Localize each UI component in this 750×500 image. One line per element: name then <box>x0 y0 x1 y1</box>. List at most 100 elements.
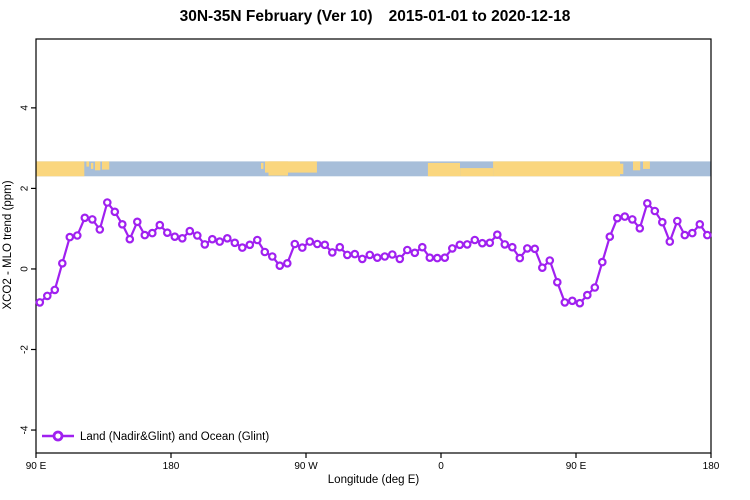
data-point <box>57 258 67 268</box>
data-point <box>650 206 660 216</box>
data-point <box>620 212 630 221</box>
data-point <box>462 240 472 249</box>
data-point <box>215 237 225 246</box>
data-point <box>342 250 352 260</box>
data-point <box>163 228 172 238</box>
data-point <box>365 250 375 260</box>
data-point <box>282 258 292 268</box>
data-point <box>327 248 337 257</box>
data-point <box>507 242 517 252</box>
series-land-ocean <box>35 198 712 308</box>
x-tick-label: 90 E <box>566 461 587 472</box>
x-tick-label: 90 W <box>294 461 318 472</box>
map-land-segment <box>268 161 288 176</box>
data-point <box>252 235 262 245</box>
data-point <box>432 253 442 263</box>
map-land-segment <box>261 162 264 169</box>
data-point <box>485 238 495 248</box>
data-point <box>702 230 712 240</box>
data-point <box>425 253 435 263</box>
data-point <box>642 199 652 208</box>
map-land-segment <box>95 161 101 171</box>
data-point <box>50 285 60 295</box>
data-point <box>335 242 345 252</box>
map-land-segment <box>86 161 90 167</box>
data-point <box>635 224 645 233</box>
data-point <box>245 240 255 250</box>
data-point <box>103 198 112 207</box>
y-tick-label: 4 <box>20 105 31 111</box>
data-point <box>515 253 525 263</box>
data-point <box>305 237 315 246</box>
x-tick-label: 90 E <box>26 461 47 472</box>
data-point <box>200 240 210 249</box>
data-point <box>582 290 592 300</box>
data-point <box>477 238 487 248</box>
data-point <box>447 244 457 253</box>
data-point <box>500 240 510 249</box>
legend-label: Land (Nadir&Glint) and Ocean (Glint) <box>80 431 269 443</box>
data-point <box>417 242 427 252</box>
data-point <box>357 254 367 264</box>
data-point <box>372 253 382 263</box>
map-land-segment <box>102 161 110 170</box>
data-point <box>560 298 570 307</box>
data-point <box>537 263 547 273</box>
map-land-segment <box>620 163 624 175</box>
data-point <box>687 228 697 238</box>
y-axis-title: XCO2 - MLO trend (ppm) <box>2 180 14 310</box>
data-point <box>297 243 307 252</box>
data-point <box>552 277 562 287</box>
y-tick-label: -2 <box>20 345 31 354</box>
data-point <box>260 247 270 257</box>
data-point <box>395 254 405 264</box>
data-point <box>155 220 165 230</box>
data-point <box>42 291 52 301</box>
data-point <box>73 231 82 240</box>
data-point <box>350 249 360 259</box>
data-point <box>657 217 667 227</box>
map-land-segment <box>265 161 317 173</box>
data-point <box>80 213 90 223</box>
chart-title-range: 30N-35N February (Ver 10) <box>179 8 373 25</box>
data-point <box>133 217 142 227</box>
data-point <box>238 243 247 252</box>
map-land-segment <box>633 161 641 171</box>
plot-border <box>35 38 712 454</box>
map-land-segment <box>36 161 85 177</box>
data-point <box>223 234 232 243</box>
data-point <box>672 216 682 226</box>
data-point <box>290 239 300 249</box>
data-point <box>170 232 180 242</box>
map-land-segment <box>460 168 494 177</box>
map-land-segment <box>427 162 460 177</box>
data-point <box>178 234 187 243</box>
data-point <box>275 261 285 271</box>
data-point <box>193 231 202 240</box>
data-point <box>118 220 127 229</box>
data-point <box>575 298 585 308</box>
data-point <box>410 248 420 258</box>
data-point <box>597 257 607 267</box>
data-point <box>402 245 412 255</box>
chart-title-dates: 2015-01-01 to 2020-12-18 <box>388 8 571 25</box>
data-point <box>35 298 45 307</box>
data-point <box>208 234 217 244</box>
data-point <box>492 230 502 240</box>
data-point <box>590 283 600 292</box>
x-tick-label: 0 <box>438 461 444 472</box>
data-point <box>148 228 157 238</box>
data-point <box>522 244 532 253</box>
data-point <box>680 230 690 240</box>
data-point <box>612 213 622 223</box>
legend-marker-icon <box>52 430 64 442</box>
data-point <box>312 239 322 249</box>
data-point <box>387 250 397 259</box>
data-point <box>605 232 615 242</box>
data-point <box>440 253 450 263</box>
data-point <box>320 240 330 250</box>
data-point <box>695 220 705 229</box>
world-map-strip <box>36 161 711 177</box>
data-point <box>230 238 240 248</box>
